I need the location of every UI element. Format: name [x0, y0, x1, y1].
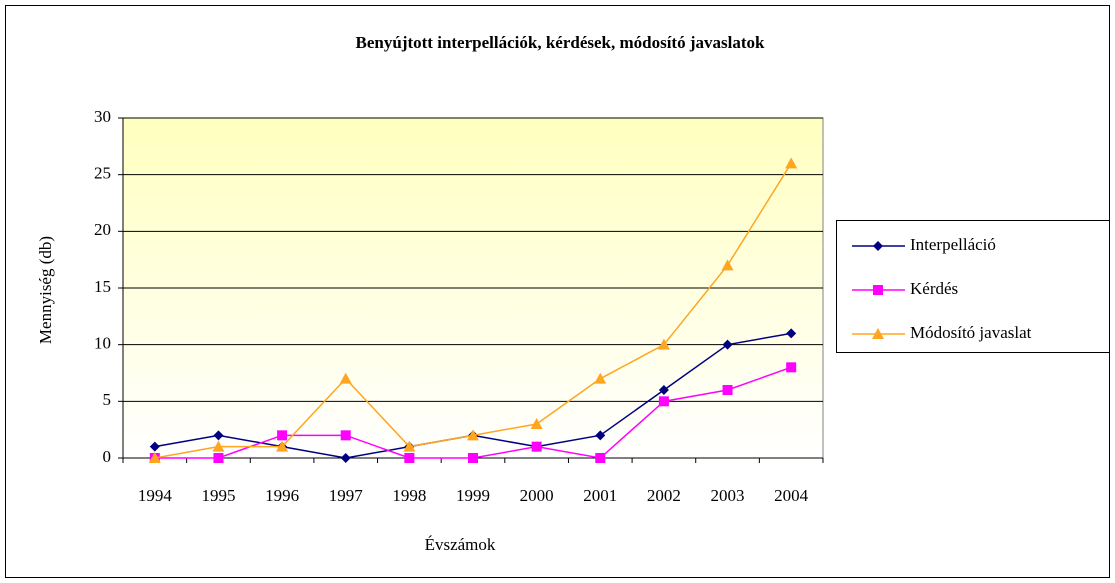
- y-tick-label: 5: [103, 390, 112, 409]
- marker: [658, 396, 669, 407]
- marker: [212, 440, 225, 452]
- x-tick-label: 2000: [520, 486, 554, 505]
- marker: [721, 259, 734, 271]
- x-tick-label: 2001: [583, 486, 617, 505]
- marker: [213, 453, 224, 463]
- marker: [873, 241, 883, 251]
- x-tick-label: 1999: [456, 486, 490, 505]
- marker: [340, 453, 351, 463]
- marker: [149, 441, 160, 452]
- marker: [276, 440, 289, 452]
- y-tick-label: 20: [94, 220, 111, 239]
- marker: [213, 430, 224, 441]
- marker: [531, 441, 542, 452]
- y-tick-label: 10: [94, 334, 111, 353]
- legend-label: Interpelláció: [910, 235, 996, 254]
- x-axis-title: Évszámok: [425, 535, 496, 554]
- marker: [404, 453, 415, 463]
- y-tick-label: 0: [103, 447, 112, 466]
- marker: [403, 440, 416, 452]
- marker: [339, 372, 352, 384]
- marker: [467, 429, 479, 441]
- x-tick-label: 1996: [265, 486, 299, 505]
- marker: [530, 418, 543, 429]
- y-tick-label: 15: [94, 277, 111, 296]
- marker: [594, 372, 607, 384]
- x-tick-label: 2003: [711, 486, 745, 505]
- y-axis-title: Mennyiség (db): [36, 236, 55, 344]
- marker: [148, 452, 161, 463]
- marker: [658, 385, 669, 395]
- y-tick-label: 25: [94, 164, 111, 183]
- marker: [786, 362, 797, 373]
- x-tick-label: 1998: [392, 486, 426, 505]
- legend-label: Módosító javaslat: [910, 323, 1032, 342]
- marker: [722, 339, 733, 350]
- x-tick-label: 1994: [138, 486, 173, 505]
- x-tick-label: 2002: [647, 486, 681, 505]
- marker: [873, 285, 883, 295]
- marker: [872, 328, 884, 339]
- marker: [786, 328, 797, 339]
- x-tick-label: 1997: [329, 486, 364, 505]
- marker: [595, 453, 606, 463]
- marker: [595, 430, 606, 441]
- marker: [785, 157, 798, 169]
- marker: [277, 430, 288, 441]
- marker: [340, 430, 351, 441]
- x-tick-label: 2004: [774, 486, 809, 505]
- marker: [722, 385, 733, 395]
- chart-title: Benyújtott interpellációk, kérdések, mód…: [356, 33, 765, 52]
- y-tick-label: 30: [94, 107, 111, 126]
- legend-label: Kérdés: [910, 279, 958, 298]
- marker: [468, 453, 478, 463]
- marker: [657, 338, 670, 350]
- x-tick-label: 1995: [201, 486, 235, 505]
